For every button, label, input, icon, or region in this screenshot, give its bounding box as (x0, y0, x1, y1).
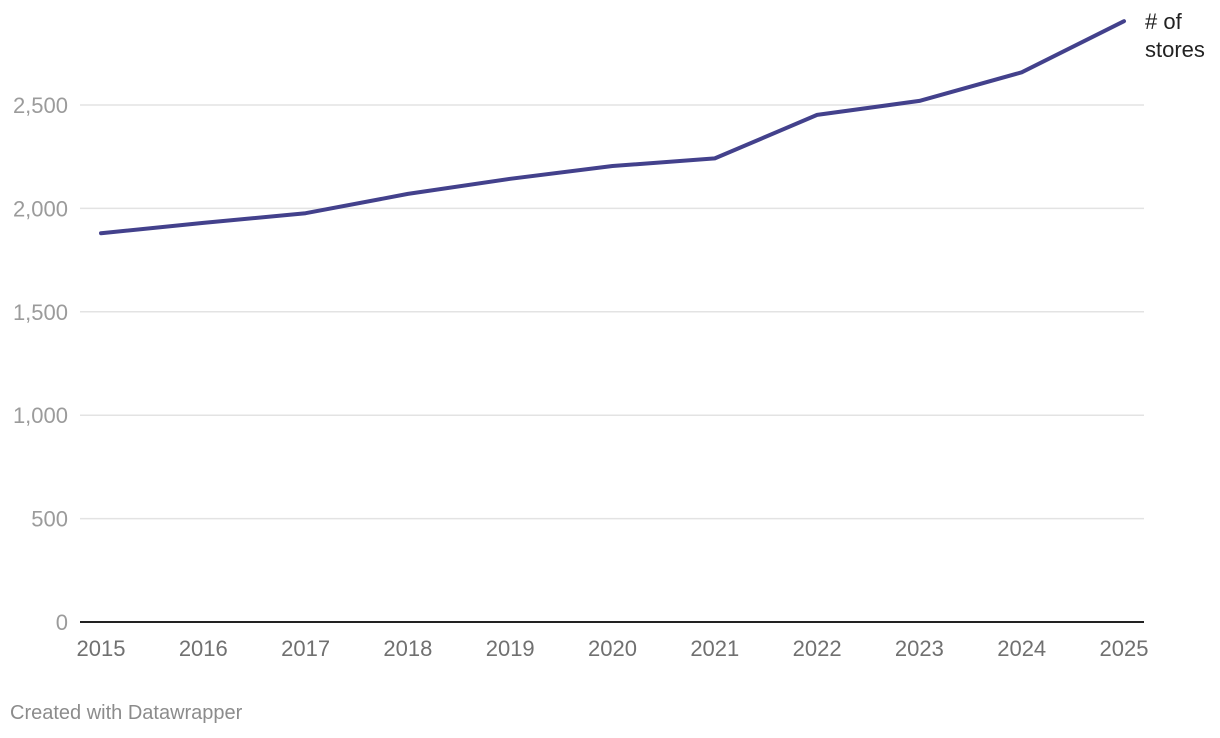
y-tick-label: 1,000 (13, 403, 68, 428)
y-tick-label: 0 (56, 610, 68, 635)
series-lines (99, 19, 1126, 236)
x-tick-label: 2017 (281, 636, 330, 661)
x-tick-label: 2024 (997, 636, 1046, 661)
x-tick-label: 2019 (486, 636, 535, 661)
y-tick-label: 1,500 (13, 300, 68, 325)
x-axis: 2015 2016 2017 2018 2019 2020 2021 2022 2023 2024… (77, 636, 1149, 661)
x-tick-label: 2022 (793, 636, 842, 661)
gridlines (80, 104, 1144, 623)
y-tick-label: 500 (31, 507, 68, 532)
series-end-label: # of stores (1145, 9, 1205, 62)
x-tick-label: 2020 (588, 636, 637, 661)
x-tick-label: 2015 (77, 636, 126, 661)
series-line (99, 19, 1126, 236)
x-tick-label: 2018 (383, 636, 432, 661)
y-tick-label: 2,000 (13, 196, 68, 221)
series-labels: # of stores (1145, 9, 1205, 62)
y-axis: 0 500 1,000 1,500 2,000 2,500 (13, 93, 68, 635)
credit-text: Created with Datawrapper (10, 702, 243, 724)
x-tick-label: 2021 (690, 636, 739, 661)
x-tick-label: 2016 (179, 636, 228, 661)
x-tick-label: 2025 (1100, 636, 1149, 661)
x-tick-label: 2023 (895, 636, 944, 661)
y-tick-label: 2,500 (13, 93, 68, 118)
